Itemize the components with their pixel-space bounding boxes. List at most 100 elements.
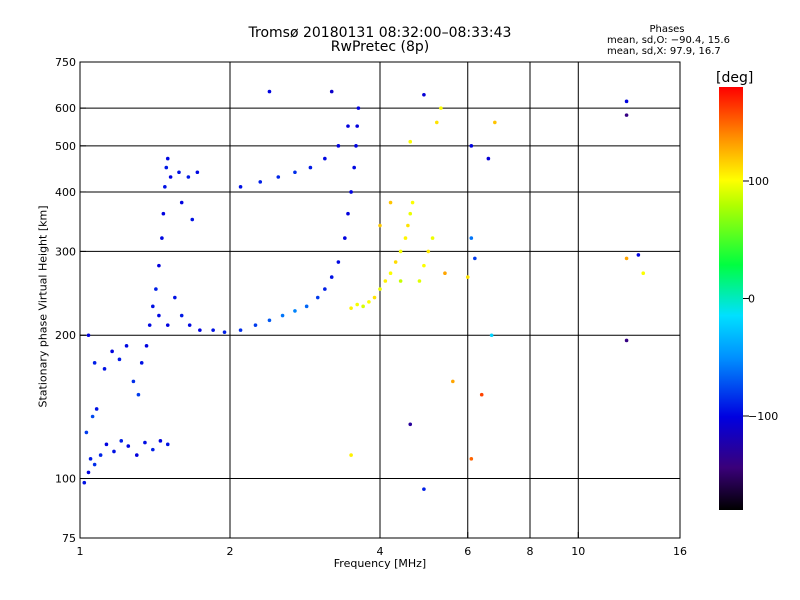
data-point-o: [624, 99, 629, 104]
data-point-o: [168, 175, 173, 179]
data-point-o: [92, 361, 97, 365]
data-point-o: [190, 217, 195, 222]
data-point-o: [173, 295, 177, 300]
data-point-o: [151, 447, 155, 452]
data-point-o: [280, 313, 285, 318]
data-point-o: [160, 236, 164, 240]
data-point-o: [126, 444, 131, 448]
data-point-o: [88, 457, 93, 461]
data-point-o: [179, 313, 184, 318]
data-point-x: [434, 120, 439, 125]
data-point-x: [393, 260, 398, 264]
data-point-x: [465, 275, 470, 279]
y-tick-label: 200: [55, 329, 76, 342]
data-point-o: [238, 185, 243, 189]
data-point-o: [94, 407, 99, 411]
data-point-o: [276, 175, 281, 179]
data-point-o: [117, 357, 122, 362]
data-point-o: [84, 430, 89, 435]
stats-heading: Phases: [649, 24, 685, 35]
data-point-o: [187, 323, 192, 327]
data-point-x: [388, 200, 393, 205]
data-point-x: [641, 271, 646, 276]
y-axis-label: Stationary phase Virtual Height [km]: [36, 205, 50, 408]
data-point-o: [408, 422, 413, 427]
data-point-o: [356, 106, 361, 110]
data-point-x: [398, 279, 403, 283]
data-point-o: [163, 185, 167, 189]
colorbar-ticks: 100 0 −100: [743, 175, 778, 423]
data-point-o: [164, 165, 169, 170]
stats-o: mean, sd,O: −90.4, 15.6: [607, 35, 730, 46]
data-point-o: [486, 156, 491, 161]
data-point-o: [636, 253, 641, 257]
data-point-x: [439, 106, 443, 110]
data-point-x: [383, 279, 388, 283]
data-point-o: [195, 170, 200, 175]
colorbar-label: [deg]: [716, 70, 754, 86]
data-point-o: [238, 328, 243, 332]
data-point-x: [361, 304, 365, 309]
data-point-x: [417, 279, 422, 283]
data-point-o: [352, 165, 356, 170]
data-points: [82, 89, 646, 491]
data-point-o: [124, 344, 129, 348]
phase-stats: Phases mean, sd,O: −90.4, 15.6 mean, sd,…: [607, 24, 730, 57]
data-point-o: [112, 449, 116, 454]
data-point-o: [157, 313, 161, 318]
data-point-o: [157, 263, 161, 268]
data-point-x: [624, 256, 629, 261]
data-point-o: [346, 124, 350, 128]
data-point-o: [624, 338, 629, 343]
data-point-o: [134, 453, 139, 457]
data-point-o: [222, 330, 227, 334]
y-tick-label: 300: [55, 245, 76, 258]
data-point-x: [422, 263, 426, 268]
data-point-o: [354, 144, 358, 148]
data-point-x: [479, 392, 484, 397]
data-point-x: [398, 249, 403, 254]
data-point-x: [388, 271, 393, 276]
data-point-o: [119, 439, 124, 443]
data-point-o: [469, 236, 474, 240]
data-point-x: [430, 236, 435, 240]
data-point-o: [323, 156, 327, 161]
data-point-x: [493, 120, 497, 125]
data-point-o: [110, 349, 114, 354]
data-point-o: [198, 328, 202, 332]
data-point-o: [422, 487, 426, 491]
data-point-x: [443, 271, 447, 276]
data-point-o: [154, 287, 158, 291]
data-point-o: [144, 344, 149, 348]
data-point-o: [102, 367, 107, 371]
colorbar-tick-label: 0: [748, 293, 755, 306]
data-point-x: [426, 249, 431, 254]
data-point-x: [349, 306, 353, 310]
data-point-o: [165, 442, 170, 447]
data-point-o: [267, 89, 272, 94]
data-point-x: [349, 453, 353, 457]
data-point-x: [410, 200, 415, 205]
data-point-o: [211, 328, 215, 332]
x-tick-label: 16: [673, 545, 687, 558]
colorbar-tick-label: 100: [748, 175, 769, 188]
data-point-x: [469, 457, 474, 461]
data-point-o: [336, 144, 341, 148]
data-point-o: [315, 295, 320, 300]
y-tick-label: 400: [55, 186, 76, 199]
data-point-o: [136, 392, 141, 397]
data-point-x: [408, 139, 413, 144]
stats-x: mean, sd,X: 97.9, 16.7: [607, 46, 721, 57]
data-point-o: [422, 92, 426, 97]
data-point-o: [343, 236, 347, 240]
data-point-o: [92, 462, 97, 467]
data-point-o: [179, 200, 184, 205]
data-point-o: [323, 287, 327, 291]
data-point-x: [355, 302, 359, 307]
data-point-o: [98, 453, 103, 457]
data-point-o: [165, 323, 170, 327]
data-point-o: [143, 440, 147, 445]
data-point-o: [86, 470, 91, 475]
grid: [80, 62, 680, 538]
